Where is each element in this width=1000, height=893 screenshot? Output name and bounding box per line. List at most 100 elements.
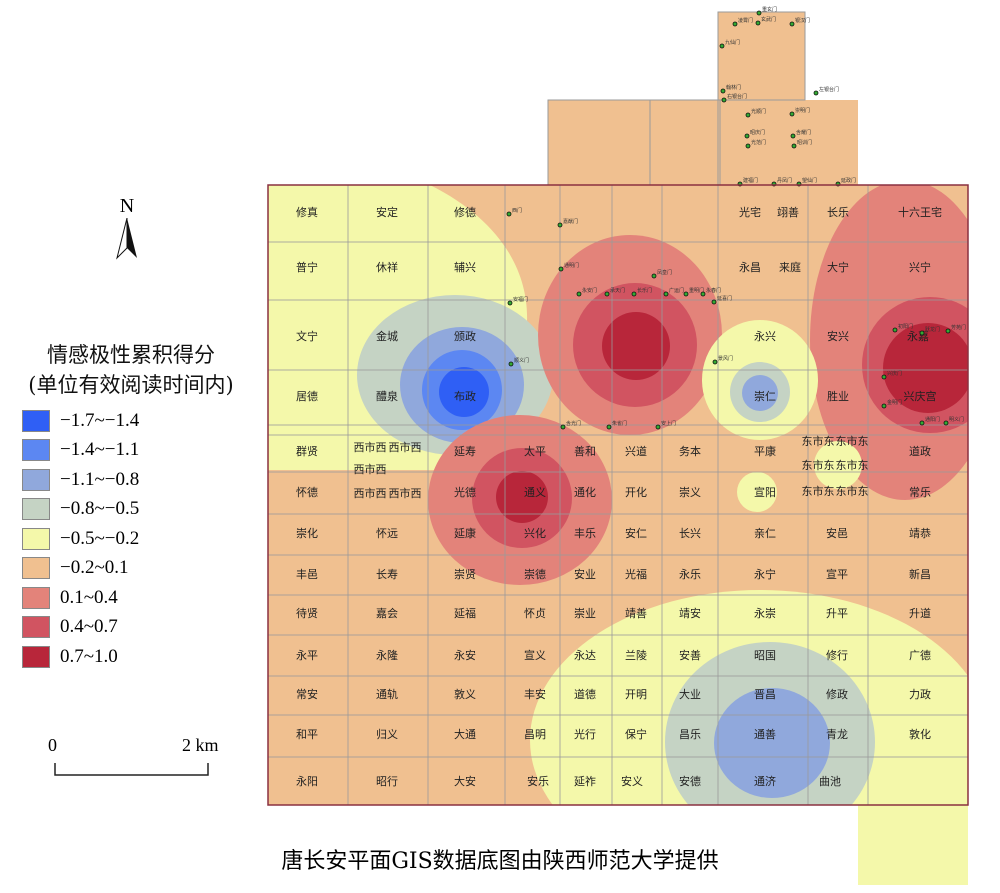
gate-label: 通明门	[564, 262, 579, 269]
ward-label: 颁政	[454, 329, 476, 343]
ward-label: 崇仁	[754, 390, 776, 403]
ward-label: 永安	[454, 648, 476, 662]
ward-label: 安善	[679, 648, 701, 662]
north-label: N	[119, 195, 135, 217]
east-market-label: 东市东	[802, 458, 835, 472]
ward-label: 金城	[376, 329, 398, 343]
legend-swatch	[22, 586, 50, 609]
gate-marker	[789, 21, 795, 27]
ward-label: 布政	[454, 389, 476, 403]
ward-label: 曲池	[819, 775, 841, 788]
ward-label: 通济	[754, 774, 776, 788]
ward-label: 安乐	[527, 774, 549, 788]
ward-grid	[268, 11, 969, 806]
gate-marker	[745, 143, 751, 149]
gate-label: 凤皇门	[657, 269, 672, 276]
ward-label: 善和	[574, 444, 596, 458]
gate-label: 景风门	[718, 355, 733, 362]
gate-marker	[881, 403, 887, 409]
gate-label: 兴庆门	[887, 370, 902, 377]
ward-label: 常乐	[909, 486, 931, 499]
north-arrow-icon	[116, 217, 137, 260]
ward-label: 怀贞	[524, 606, 546, 620]
gate-marker	[744, 133, 750, 139]
ward-label: 兴化	[524, 526, 546, 540]
legend-label: 0.7~1.0	[60, 645, 118, 667]
gate-marker	[892, 327, 898, 333]
ward-label: 修政	[826, 687, 848, 701]
ward-label: 敦义	[454, 687, 476, 701]
ward-label: 丰乐	[574, 527, 596, 540]
ward-label: 宣平	[826, 567, 848, 581]
ward-label: 广德	[909, 648, 931, 662]
ward-label: 大安	[454, 774, 476, 788]
west-market-label: 西市西	[354, 440, 387, 454]
gate-label: 延喜门	[717, 295, 732, 302]
gate-marker	[881, 374, 887, 380]
ward-label: 归义	[376, 727, 398, 741]
gate-label: 九仙门	[725, 39, 740, 46]
ward-label: 通善	[754, 727, 776, 741]
gate-label: 重明门	[689, 287, 704, 294]
ward-label: 安德	[679, 774, 701, 788]
ward-label: 安定	[376, 205, 398, 219]
legend-swatch	[22, 616, 50, 639]
gate-label: 翰林门	[726, 84, 741, 91]
scale-end: 2 km	[182, 735, 219, 755]
ward-label: 待贤	[296, 606, 318, 620]
gate-label: 右银台门	[727, 93, 747, 100]
west-market-label: 西市西	[354, 486, 387, 500]
ward-label: 兰陵	[625, 649, 647, 662]
ward-label: 安业	[574, 567, 596, 581]
gate-label: 重玄门	[762, 6, 777, 13]
gate-label: 丹凤门	[777, 177, 792, 184]
gate-marker	[576, 291, 582, 297]
legend-swatch	[22, 468, 50, 491]
ward-label: 崇化	[296, 526, 318, 540]
gate-label: 光范门	[751, 139, 766, 146]
ward-label: 永昌	[739, 260, 761, 274]
gate-marker	[560, 424, 566, 430]
ward-label: 升道	[909, 606, 931, 620]
gate-label: 永春门	[706, 287, 721, 294]
gate-marker	[700, 291, 706, 297]
ward-label: 宣阳	[754, 485, 776, 499]
ward-label: 晋昌	[754, 688, 776, 701]
gate-marker	[604, 291, 610, 297]
ward-label: 青龙	[826, 728, 848, 741]
gate-label: 安上门	[661, 420, 676, 427]
ward-label: 光德	[454, 485, 476, 499]
gate-label: 建福门	[743, 177, 758, 184]
ward-label: 开化	[625, 485, 647, 499]
ward-label: 平康	[754, 444, 776, 458]
ward-label: 修德	[454, 205, 476, 219]
ward-label: 通化	[574, 485, 596, 499]
heat-zone	[496, 471, 548, 523]
ward-label: 敦化	[909, 727, 931, 741]
gate-label: 玄武门	[761, 16, 776, 23]
gate-label: 左银台门	[819, 86, 839, 93]
gate-label: 望仙门	[802, 177, 817, 184]
ward-label: 怀德	[296, 485, 318, 499]
legend-item: 0.7~1.0	[22, 642, 262, 672]
gate-label: 嘉猷门	[563, 218, 578, 225]
gate-label: 凌霄门	[738, 17, 753, 24]
east-market-label: 东市东	[836, 458, 869, 472]
ward-label: 崇业	[574, 607, 596, 620]
gate-marker	[663, 291, 669, 297]
gate-marker	[756, 10, 762, 16]
ward-label: 靖恭	[909, 527, 931, 540]
ward-label: 靖安	[679, 606, 701, 620]
legend-item: −1.1~−0.8	[22, 465, 262, 495]
gate-marker	[558, 266, 564, 272]
east-market-label: 东市东	[836, 484, 869, 498]
ward-label: 通义	[524, 486, 546, 499]
gate-label: 长乐门	[637, 287, 652, 294]
legend-item: −1.7~−1.4	[22, 406, 262, 436]
legend-item: 0.1~0.4	[22, 583, 262, 613]
gate-marker	[655, 424, 661, 430]
ward-label: 保宁	[625, 727, 647, 741]
